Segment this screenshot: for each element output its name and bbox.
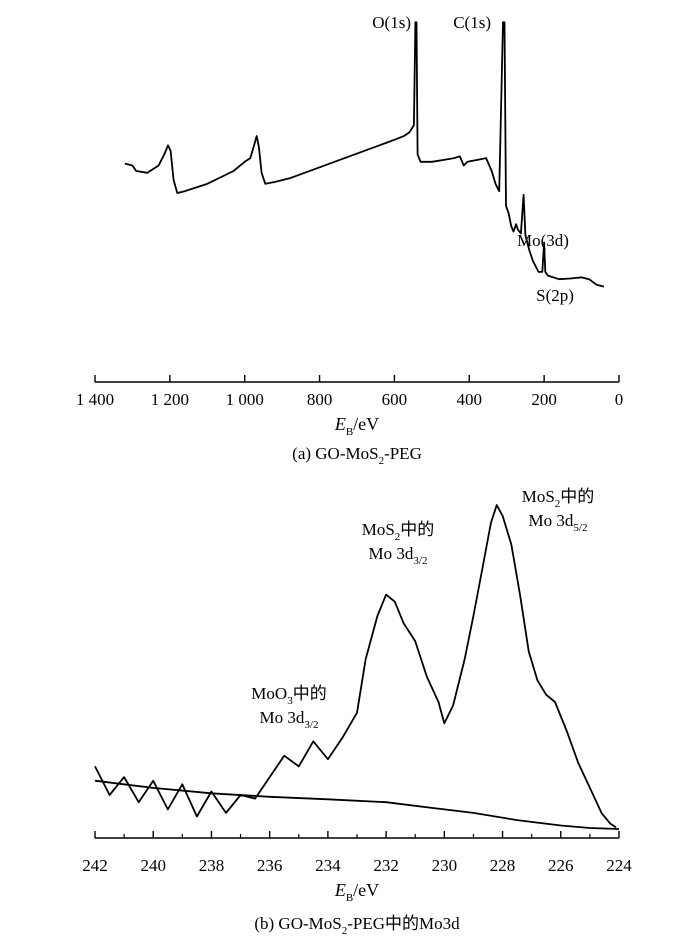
peak-label-part: 3/2 xyxy=(304,719,318,731)
series-line xyxy=(124,21,605,288)
x-tick-label: 234 xyxy=(315,856,341,875)
x-axis-title-part: B xyxy=(346,892,353,904)
panel-caption-part: 2 xyxy=(342,925,348,937)
x-tick-label: 236 xyxy=(257,856,283,875)
x-axis-title-part: /eV xyxy=(353,880,379,900)
x-tick-label: 230 xyxy=(432,856,458,875)
peak-label-part: Mo 3d xyxy=(260,708,305,727)
x-tick-label: 224 xyxy=(606,856,632,875)
peak-label-part: 3 xyxy=(287,695,293,707)
peak-label-part: 中的 xyxy=(293,684,327,703)
x-tick-label: 1 400 xyxy=(76,390,114,409)
x-axis-title-part: E xyxy=(334,880,346,900)
x-axis-title-part: /eV xyxy=(353,414,379,434)
panel-caption-part: -PEG中的Mo3d xyxy=(347,914,460,933)
peak-label-part: MoS xyxy=(362,520,395,539)
peak-label: S(2p) xyxy=(536,286,574,305)
x-tick-label: 232 xyxy=(373,856,399,875)
peak-label: Mo 3d5/2 xyxy=(529,511,588,534)
panel-a-chart: 1 400 1 200 1 000 800 600 400 200 0 EB/eV (a) GO-… xyxy=(76,13,623,467)
panel-caption-part: -PEG xyxy=(384,444,422,463)
peak-label-part: MoS xyxy=(522,487,555,506)
peak-label: Mo 3d3/2 xyxy=(260,708,319,731)
peak-label: MoS2中的 xyxy=(522,487,595,510)
x-tick-label: 0 xyxy=(615,390,624,409)
peak-label-part: 2 xyxy=(555,498,561,510)
x-tick-label: 800 xyxy=(307,390,333,409)
panel-caption-part: (b) GO-MoS xyxy=(254,914,341,933)
x-axis-title-part: B xyxy=(346,426,353,438)
x-tick-label: 200 xyxy=(531,390,557,409)
panel-caption: (b) GO-MoS2-PEG中的Mo3d xyxy=(254,914,460,937)
peak-label: O(1s) xyxy=(372,13,411,32)
peak-label: MoS2中的 xyxy=(362,520,435,543)
peak-label: Mo 3d3/2 xyxy=(369,544,428,567)
peak-label: C(1s) xyxy=(453,13,491,32)
x-tick-label: 238 xyxy=(199,856,225,875)
x-tick-label: 228 xyxy=(490,856,516,875)
peak-label-part: 2 xyxy=(395,531,401,543)
peak-label-part: 5/2 xyxy=(573,522,587,534)
peak-label-part: 中的 xyxy=(400,520,434,539)
peak-label-part: 中的 xyxy=(560,487,594,506)
peak-label: Mo(3d) xyxy=(517,231,569,250)
panel-caption-part: 2 xyxy=(379,455,385,467)
x-tick-label: 400 xyxy=(457,390,483,409)
peak-label-part: Mo 3d xyxy=(529,511,574,530)
x-axis-title: EB/eV xyxy=(334,880,379,904)
panel-caption: (a) GO-MoS2-PEG xyxy=(292,444,422,467)
series-line-measured xyxy=(94,504,617,829)
x-tick-label: 1 000 xyxy=(226,390,264,409)
x-tick-label: 600 xyxy=(382,390,408,409)
x-axis-title: EB/eV xyxy=(334,414,379,438)
panel-caption-part: (a) GO-MoS xyxy=(292,444,378,463)
peak-label-part: Mo 3d xyxy=(369,544,414,563)
series-line-background xyxy=(94,779,620,830)
x-tick-label: 1 200 xyxy=(151,390,189,409)
x-axis-title-part: E xyxy=(334,414,346,434)
peak-label-part: 3/2 xyxy=(413,555,427,567)
x-tick-label: 242 xyxy=(82,856,108,875)
peak-label-part: MoO xyxy=(251,684,287,703)
peak-label: MoO3中的 xyxy=(251,684,326,707)
x-tick-label: 240 xyxy=(140,856,166,875)
x-tick-label: 226 xyxy=(548,856,574,875)
